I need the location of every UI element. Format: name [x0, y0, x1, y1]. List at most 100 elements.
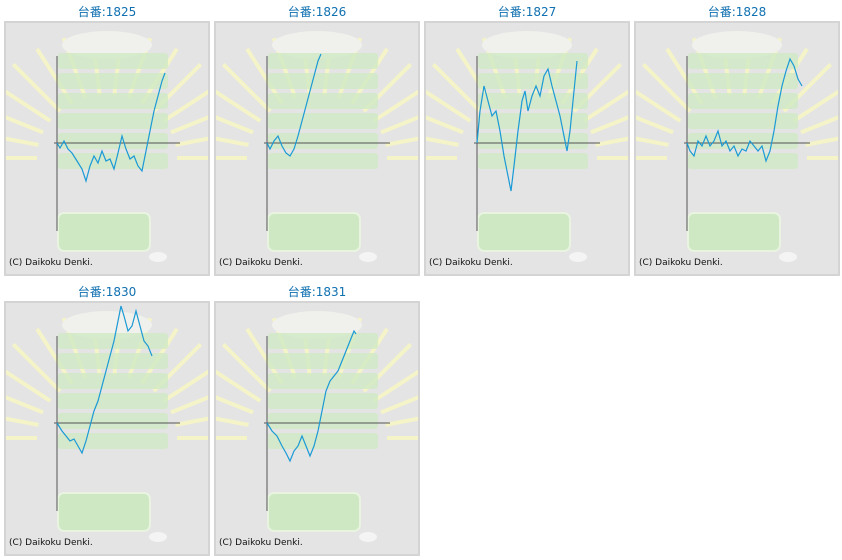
- tower-tier-decoration: [478, 93, 588, 109]
- series-line: [476, 60, 578, 192]
- coin-pile-decoration: [692, 31, 782, 59]
- tower-tier-decoration: [268, 433, 378, 449]
- light-ray-decoration: [595, 136, 628, 147]
- tower-tier-decoration: [478, 133, 588, 149]
- coin-decoration: [359, 252, 377, 262]
- tower-tier-decoration: [478, 153, 588, 169]
- coin-pile-decoration: [272, 311, 362, 339]
- tower-tier-decoration: [688, 153, 798, 169]
- copyright-text: (C) Daikoku Denki.: [429, 258, 513, 268]
- tower-tier-decoration: [58, 53, 168, 69]
- light-ray-decoration: [426, 115, 464, 135]
- tower-tier-decoration: [688, 73, 798, 89]
- copyright-text: (C) Daikoku Denki.: [9, 538, 93, 548]
- tower-tier-decoration: [688, 113, 798, 129]
- machine-number-title[interactable]: 台番:1830: [77, 285, 137, 299]
- machine-number-title[interactable]: 台番:1831: [287, 285, 347, 299]
- light-ray-decoration: [11, 62, 62, 113]
- tower-tier-decoration: [58, 413, 168, 429]
- tower-tier-decoration: [58, 353, 168, 369]
- slump-graph-panel: (C) Daikoku Denki.: [4, 21, 210, 276]
- tower-tier-decoration: [268, 133, 378, 149]
- tower-tier-decoration: [58, 93, 168, 109]
- series-line: [686, 57, 803, 163]
- light-ray-decoration: [221, 62, 272, 113]
- light-ray-decoration: [792, 89, 838, 123]
- light-ray-decoration: [805, 136, 838, 147]
- machine-number-title[interactable]: 台番:1826: [287, 5, 347, 19]
- light-ray-decoration: [6, 369, 52, 403]
- slump-graph-panel: (C) Daikoku Denki.: [214, 21, 420, 276]
- copyright-text: (C) Daikoku Denki.: [219, 538, 303, 548]
- coin-pile-decoration: [62, 31, 152, 59]
- coin-decoration: [359, 532, 377, 542]
- coin-pile-decoration: [272, 31, 362, 59]
- graph-svg: [636, 31, 838, 262]
- light-ray-decoration: [175, 136, 208, 147]
- tray-decoration: [57, 212, 151, 252]
- machine-number-title[interactable]: 台番:1825: [77, 5, 137, 19]
- series-line: [56, 72, 166, 184]
- tower-tier-decoration: [268, 113, 378, 129]
- light-ray-decoration: [372, 369, 418, 403]
- tower-tier-decoration: [688, 53, 798, 69]
- coin-decoration: [779, 252, 797, 262]
- series-line: [266, 53, 322, 157]
- tower-tier-decoration: [268, 73, 378, 89]
- tower-tier-decoration: [268, 53, 378, 69]
- light-ray-decoration: [216, 115, 254, 135]
- light-ray-decoration: [6, 115, 44, 135]
- graph-svg: [426, 31, 628, 262]
- machine-graph-card: 台番:1827 (C) Daikoku Denki.: [424, 0, 630, 276]
- tower-tier-decoration: [268, 153, 378, 169]
- light-ray-decoration: [6, 395, 44, 415]
- graph-svg: [6, 305, 208, 542]
- tray-decoration: [267, 492, 361, 532]
- tower-tier-decoration: [58, 133, 168, 149]
- tower-tier-decoration: [268, 393, 378, 409]
- tower-tier-decoration: [268, 373, 378, 389]
- tower-tier-decoration: [478, 53, 588, 69]
- tower-tier-decoration: [688, 93, 798, 109]
- light-ray-decoration: [636, 136, 669, 147]
- light-ray-decoration: [162, 89, 208, 123]
- tower-tier-decoration: [58, 153, 168, 169]
- light-ray-decoration: [6, 89, 52, 123]
- tower-tier-decoration: [268, 413, 378, 429]
- light-ray-decoration: [426, 89, 472, 123]
- light-ray-decoration: [216, 369, 262, 403]
- light-ray-decoration: [380, 395, 418, 415]
- tower-tier-decoration: [58, 113, 168, 129]
- tower-tier-decoration: [58, 393, 168, 409]
- series-line: [266, 329, 357, 463]
- light-ray-decoration: [170, 395, 208, 415]
- graph-svg: [216, 31, 418, 262]
- tower-tier-decoration: [268, 93, 378, 109]
- light-ray-decoration: [216, 416, 249, 427]
- light-ray-decoration: [216, 395, 254, 415]
- light-ray-decoration: [221, 342, 272, 393]
- graph-svg: [216, 311, 418, 542]
- light-ray-decoration: [372, 89, 418, 123]
- light-ray-decoration: [582, 89, 628, 123]
- coin-decoration: [149, 252, 167, 262]
- tray-decoration: [477, 212, 571, 252]
- slump-graph-panel: (C) Daikoku Denki.: [634, 21, 840, 276]
- tray-decoration: [267, 212, 361, 252]
- light-ray-decoration: [6, 416, 39, 427]
- tower-tier-decoration: [58, 373, 168, 389]
- light-ray-decoration: [636, 89, 682, 123]
- light-ray-decoration: [431, 62, 482, 113]
- coin-pile-decoration: [62, 311, 152, 339]
- machine-number-title[interactable]: 台番:1828: [707, 5, 767, 19]
- light-ray-decoration: [426, 136, 459, 147]
- light-ray-decoration: [385, 136, 418, 147]
- light-ray-decoration: [380, 115, 418, 135]
- tower-tier-decoration: [478, 73, 588, 89]
- copyright-text: (C) Daikoku Denki.: [9, 258, 93, 268]
- tray-decoration: [57, 492, 151, 532]
- machine-number-title[interactable]: 台番:1827: [497, 5, 557, 19]
- light-ray-decoration: [11, 342, 62, 393]
- copyright-text: (C) Daikoku Denki.: [639, 258, 723, 268]
- machine-graph-card: 台番:1826 (C) Daikoku Denki.: [214, 0, 420, 276]
